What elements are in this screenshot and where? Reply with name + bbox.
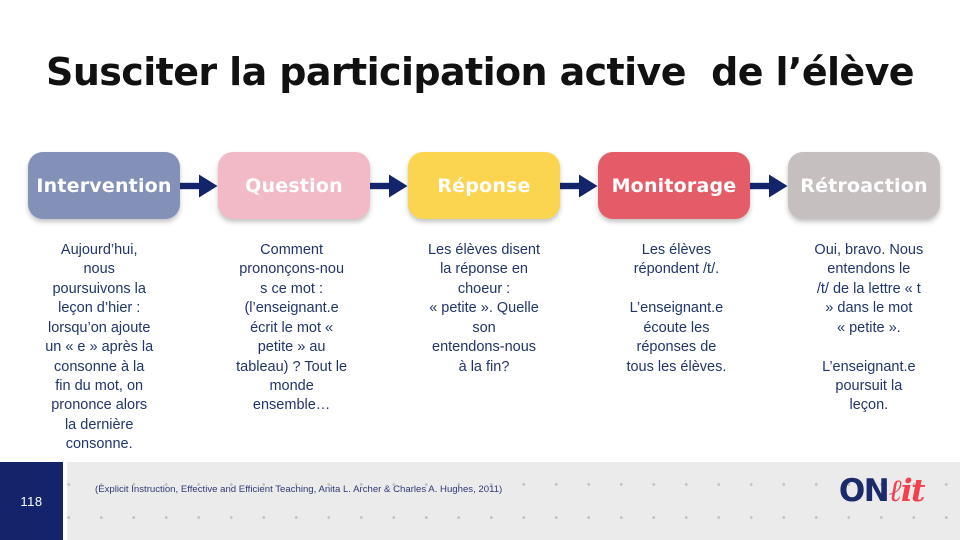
footer-dot-pattern: [67, 462, 960, 540]
arrow-right-icon: [560, 173, 598, 199]
citation-text: (Explicit Instruction, Effective and Eff…: [95, 484, 503, 495]
slide-footer: 118 (Explicit Instruction, Effective and…: [0, 462, 960, 540]
description-intervention: Aujourd’hui, nous poursuivons la leçon d…: [45, 242, 154, 453]
onlit-logo: ONℓit: [838, 473, 926, 515]
flow-step-question: Question: [218, 152, 370, 219]
flow-step-intervention: Intervention: [28, 152, 180, 219]
page-number: 118: [20, 493, 43, 509]
slide-title: Susciter la participation active de l’él…: [46, 50, 914, 94]
logo-text-on: ON: [838, 473, 890, 509]
flow-step-retroaction: Rétroaction: [788, 152, 940, 219]
flow-step-reponse: Réponse: [408, 152, 560, 219]
step-descriptions: Aujourd’hui, nous poursuivons la leçon d…: [22, 241, 946, 455]
page-number-badge: 118: [0, 462, 63, 540]
description-reponse: Les élèves disent la réponse en choeur :…: [427, 242, 541, 375]
description-question: Comment prononçons-nou s ce mot : (l’ens…: [236, 242, 348, 414]
arrow-right-icon: [750, 173, 788, 199]
arrow-right-icon: [180, 173, 218, 199]
flow-step-monitorage: Monitorage: [598, 152, 750, 219]
description-monitorage: Les élèves répondent /t/. L’enseignant.e…: [626, 242, 727, 375]
flow-diagram: Intervention Question Réponse Monitorage…: [28, 152, 940, 219]
description-retroaction: Oui, bravo. Nous entendons le /t/ de la …: [814, 242, 924, 414]
arrow-right-icon: [370, 173, 408, 199]
logo-text-lit: ℓit: [889, 473, 925, 509]
